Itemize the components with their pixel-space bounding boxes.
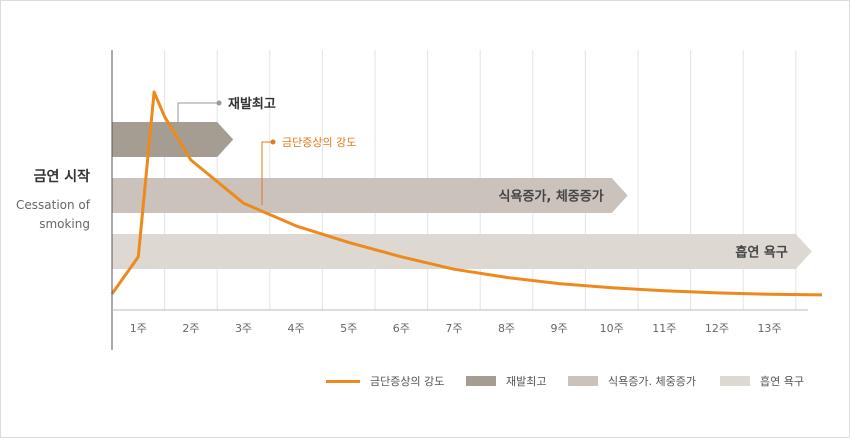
legend-item: 식욕증가. 체중증가 [568,373,696,389]
arrow-bar [112,178,628,213]
x-tick-label: 6주 [393,322,410,335]
arrow-bar [112,122,234,157]
annotation-dot [216,100,222,106]
annotation-label: 재발최고 [228,96,276,112]
bar-label: 흡연 욕구 [735,245,787,261]
y-axis-title: 금연 시작 [33,169,90,185]
x-tick-label: 4주 [288,322,305,335]
annotation-dot [270,139,276,145]
bar-label: 식욕증가, 체중증가 [499,189,604,205]
annotation-leader [177,102,218,122]
y-axis-subtitle: Cessation of smoking [16,198,90,231]
legend-label: 재발최고 [506,375,547,388]
x-tick-label: 2주 [182,322,199,335]
x-tick-label: 5주 [340,322,357,335]
legend-swatch [720,376,750,386]
legend-swatch [466,376,496,386]
legend-item: 재발최고 [466,373,546,389]
legend-swatch [568,376,598,386]
x-tick-label: 8주 [498,322,515,335]
x-tick-label: 7주 [445,322,462,335]
legend-label: 금단증상의 강도 [370,375,445,388]
legend-label: 흡연 욕구 [760,375,804,388]
x-tick-label: 11주 [652,322,676,335]
x-tick-label: 13주 [757,322,781,335]
annotation-label: 금단증상의 강도 [282,136,356,149]
legend-item: 금단증상의 강도 [326,373,444,389]
x-tick-label: 9주 [551,322,568,335]
annotation-leader [261,141,272,205]
arrow-bar [112,234,812,269]
legend-swatch [326,379,360,383]
x-tick-label: 3주 [235,322,252,335]
x-tick-label: 1주 [130,322,147,335]
legend-item: 흡연 욕구 [720,373,804,389]
legend-label: 식욕증가. 체중증가 [608,375,696,388]
withdrawal-curve [110,90,823,297]
x-tick-label: 10주 [600,322,624,335]
x-tick-label: 12주 [705,322,729,335]
